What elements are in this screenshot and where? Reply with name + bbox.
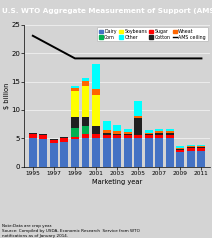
Bar	[113, 138, 121, 167]
AMS ceiling	[200, 57, 203, 60]
Bar	[187, 147, 195, 149]
Bar	[92, 134, 100, 138]
Bar	[198, 147, 205, 149]
Bar	[124, 134, 132, 135]
Bar	[71, 139, 79, 167]
AMS ceiling	[74, 57, 76, 60]
Bar	[39, 135, 47, 139]
Bar	[166, 135, 174, 138]
Bar	[198, 149, 205, 151]
AMS ceiling	[32, 34, 34, 37]
Bar	[155, 133, 163, 135]
Bar	[176, 153, 184, 167]
Bar	[145, 133, 153, 134]
Bar	[124, 138, 132, 167]
Bar	[176, 149, 184, 150]
Bar	[29, 133, 37, 134]
Bar	[166, 133, 174, 135]
Bar	[198, 144, 205, 146]
Bar	[39, 139, 47, 167]
Bar	[29, 138, 37, 167]
Bar	[92, 138, 100, 167]
Bar	[60, 137, 68, 138]
Bar	[124, 132, 132, 134]
Bar	[176, 148, 184, 149]
Bar	[155, 129, 163, 131]
Bar	[82, 126, 89, 134]
Bar	[103, 121, 110, 130]
Bar	[134, 138, 142, 167]
Bar	[124, 135, 132, 138]
Bar	[124, 129, 132, 132]
Bar	[187, 144, 195, 146]
Bar	[82, 134, 89, 138]
Bar	[82, 80, 89, 86]
Bar	[71, 86, 79, 89]
Bar	[155, 131, 163, 133]
Bar	[134, 135, 142, 138]
Bar	[145, 130, 153, 133]
Bar	[176, 146, 184, 148]
Legend: Dairy, Corn, Soybeans, Other, Sugar, Cotton, Wheat, AMS ceiling: Dairy, Corn, Soybeans, Other, Sugar, Cot…	[97, 27, 208, 41]
Bar	[50, 139, 58, 140]
Bar	[71, 89, 79, 91]
Bar	[103, 130, 110, 133]
Bar	[92, 64, 100, 89]
Bar	[145, 134, 153, 135]
Bar	[71, 137, 79, 139]
X-axis label: Marketing year: Marketing year	[92, 178, 142, 184]
Bar	[176, 150, 184, 153]
Bar	[145, 135, 153, 138]
Bar	[166, 131, 174, 133]
Bar	[60, 138, 68, 142]
Bar	[145, 138, 153, 167]
Bar	[82, 78, 89, 80]
Bar	[71, 128, 79, 137]
Bar	[166, 138, 174, 167]
Bar	[29, 134, 37, 138]
Bar	[113, 125, 121, 131]
Bar	[198, 146, 205, 147]
Bar	[113, 134, 121, 135]
Bar	[39, 134, 47, 135]
Bar	[103, 138, 110, 167]
Bar	[71, 117, 79, 128]
Bar	[103, 135, 110, 138]
Bar	[113, 131, 121, 134]
Bar	[71, 91, 79, 117]
Bar	[92, 89, 100, 95]
Bar	[155, 135, 163, 138]
Bar	[166, 129, 174, 131]
Bar	[187, 149, 195, 151]
Bar	[82, 86, 89, 117]
Bar	[134, 116, 142, 119]
Bar	[187, 146, 195, 147]
Bar	[50, 140, 58, 143]
Bar	[155, 138, 163, 167]
Bar	[103, 133, 110, 135]
Bar	[50, 143, 58, 167]
Bar	[82, 117, 89, 126]
Bar	[198, 151, 205, 167]
Bar	[92, 126, 100, 134]
Y-axis label: $ billion: $ billion	[4, 83, 10, 109]
Bar	[92, 95, 100, 126]
Line: AMS ceiling: AMS ceiling	[33, 36, 201, 58]
Bar	[134, 119, 142, 135]
Bar	[187, 151, 195, 167]
Text: Note:Data are crop year.
Source: Compiled by USDA, Economic Research  Service fr: Note:Data are crop year. Source: Compile…	[2, 224, 140, 238]
Bar	[113, 135, 121, 138]
Bar	[82, 138, 89, 167]
Text: U.S. WTO Aggregate Measurement of Support (AMS): U.S. WTO Aggregate Measurement of Suppor…	[2, 8, 212, 14]
Bar	[60, 142, 68, 167]
Bar	[134, 101, 142, 116]
